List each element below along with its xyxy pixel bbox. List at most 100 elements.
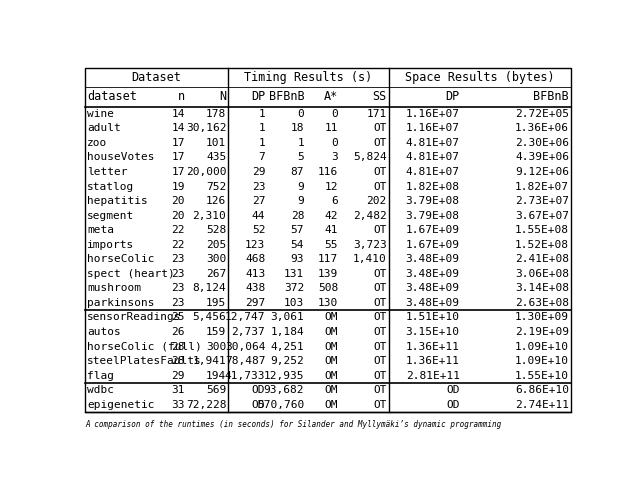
Text: OD: OD [446, 399, 460, 410]
Text: 1: 1 [259, 109, 265, 119]
Text: 18: 18 [291, 123, 304, 133]
Text: 14: 14 [172, 109, 185, 119]
Text: adult: adult [87, 123, 121, 133]
Text: 17: 17 [172, 153, 185, 162]
Text: 3.67E+07: 3.67E+07 [515, 210, 569, 221]
Text: wine: wine [87, 109, 114, 119]
Text: 31: 31 [172, 385, 185, 395]
Text: 1.16E+07: 1.16E+07 [406, 123, 460, 133]
Text: 5,456: 5,456 [193, 312, 227, 322]
Text: 93: 93 [291, 254, 304, 264]
Text: OM: OM [324, 342, 338, 351]
Text: dataset: dataset [87, 90, 137, 104]
Text: 2.19E+09: 2.19E+09 [515, 327, 569, 337]
Text: 123: 123 [245, 240, 265, 250]
Text: OD: OD [252, 385, 265, 395]
Text: 19: 19 [172, 182, 185, 191]
Text: 57: 57 [291, 225, 304, 235]
Text: 131: 131 [284, 269, 304, 279]
Text: 508: 508 [318, 283, 338, 294]
Text: 171: 171 [367, 109, 387, 119]
Text: 29: 29 [172, 371, 185, 381]
Text: 1.67E+09: 1.67E+09 [406, 240, 460, 250]
Text: 438: 438 [245, 283, 265, 294]
Text: 11: 11 [324, 123, 338, 133]
Text: 41: 41 [324, 225, 338, 235]
Text: 2.63E+08: 2.63E+08 [515, 298, 569, 308]
Text: OT: OT [373, 182, 387, 191]
Text: 30,162: 30,162 [186, 123, 227, 133]
Text: 6.86E+10: 6.86E+10 [515, 385, 569, 395]
Text: 1.09E+10: 1.09E+10 [515, 356, 569, 366]
Text: houseVotes: houseVotes [87, 153, 154, 162]
Text: Timing Results (s): Timing Results (s) [244, 71, 372, 84]
Text: 17: 17 [172, 138, 185, 148]
Text: SS: SS [372, 90, 387, 104]
Text: OM: OM [324, 327, 338, 337]
Text: epigenetic: epigenetic [87, 399, 154, 410]
Text: 54: 54 [291, 240, 304, 250]
Text: 3.48E+09: 3.48E+09 [406, 269, 460, 279]
Text: 2.73E+07: 2.73E+07 [515, 196, 569, 206]
Text: OT: OT [373, 269, 387, 279]
Text: wdbc: wdbc [87, 385, 114, 395]
Text: 297: 297 [245, 298, 265, 308]
Text: OT: OT [373, 342, 387, 351]
Text: 2,482: 2,482 [353, 210, 387, 221]
Text: 52: 52 [252, 225, 265, 235]
Text: OM: OM [324, 385, 338, 395]
Text: statlog: statlog [87, 182, 134, 191]
Text: 2.30E+06: 2.30E+06 [515, 138, 569, 148]
Text: OT: OT [373, 312, 387, 322]
Text: 12: 12 [324, 182, 338, 191]
Text: 4.81E+07: 4.81E+07 [406, 138, 460, 148]
Text: 29: 29 [252, 167, 265, 177]
Text: OD: OD [446, 385, 460, 395]
Text: 159: 159 [206, 327, 227, 337]
Text: 1.82E+07: 1.82E+07 [515, 182, 569, 191]
Text: 2.81E+11: 2.81E+11 [406, 371, 460, 381]
Text: 202: 202 [367, 196, 387, 206]
Text: OD: OD [252, 399, 265, 410]
Text: OT: OT [373, 371, 387, 381]
Text: 28: 28 [291, 210, 304, 221]
Text: meta: meta [87, 225, 114, 235]
Text: 101: 101 [206, 138, 227, 148]
Text: OT: OT [373, 225, 387, 235]
Text: spect (heart): spect (heart) [87, 269, 175, 279]
Text: 42: 42 [324, 210, 338, 221]
Text: A*: A* [324, 90, 338, 104]
Text: 435: 435 [206, 153, 227, 162]
Text: 9.12E+06: 9.12E+06 [515, 167, 569, 177]
Text: 17: 17 [172, 167, 185, 177]
Text: 9,252: 9,252 [270, 356, 304, 366]
Text: OM: OM [324, 371, 338, 381]
Text: horseColic (full): horseColic (full) [87, 342, 202, 351]
Text: 20: 20 [172, 210, 185, 221]
Text: 3.48E+09: 3.48E+09 [406, 283, 460, 294]
Text: segment: segment [87, 210, 134, 221]
Text: 2.41E+08: 2.41E+08 [515, 254, 569, 264]
Text: OM: OM [324, 312, 338, 322]
Text: 3.15E+10: 3.15E+10 [406, 327, 460, 337]
Text: 2,737: 2,737 [232, 327, 265, 337]
Text: 1: 1 [259, 138, 265, 148]
Text: OT: OT [373, 327, 387, 337]
Text: 33: 33 [172, 399, 185, 410]
Text: 0: 0 [332, 109, 338, 119]
Text: 372: 372 [284, 283, 304, 294]
Text: 468: 468 [245, 254, 265, 264]
Text: OT: OT [373, 283, 387, 294]
Text: 3.48E+09: 3.48E+09 [406, 254, 460, 264]
Text: 3,061: 3,061 [270, 312, 304, 322]
Text: letter: letter [87, 167, 127, 177]
Text: 2.72E+05: 2.72E+05 [515, 109, 569, 119]
Text: 1.36E+11: 1.36E+11 [406, 342, 460, 351]
Text: 4.81E+07: 4.81E+07 [406, 153, 460, 162]
Text: zoo: zoo [87, 138, 107, 148]
Text: 27: 27 [252, 196, 265, 206]
Text: 22: 22 [172, 225, 185, 235]
Text: 26: 26 [172, 327, 185, 337]
Text: 5: 5 [298, 153, 304, 162]
Text: 4.81E+07: 4.81E+07 [406, 167, 460, 177]
